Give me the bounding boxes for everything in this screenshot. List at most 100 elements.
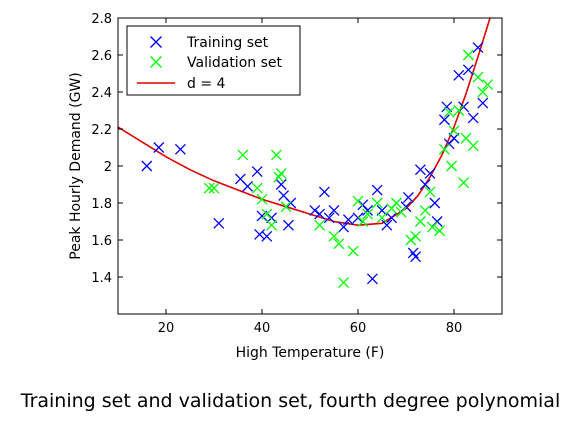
validation-point [458, 177, 470, 189]
validation-point [352, 195, 364, 207]
legend-entry-fit-label: d = 4 [187, 76, 226, 92]
validation-point [203, 182, 215, 194]
training-point [352, 212, 364, 224]
validation-point [362, 208, 374, 220]
training-point [381, 219, 393, 231]
validation-point [347, 245, 359, 257]
validation-point [357, 216, 369, 227]
legend-entry-validation-swatch [150, 56, 162, 68]
validation-point [462, 49, 474, 61]
validation-point [443, 106, 455, 118]
training-point [419, 179, 431, 190]
training-point [328, 204, 340, 216]
y-tick-label: 1.6 [91, 234, 112, 249]
training-point [467, 112, 479, 124]
validation-point [280, 201, 292, 213]
training-point [242, 180, 254, 192]
validation-point [482, 79, 494, 91]
validation-point [270, 149, 282, 161]
validation-point [467, 140, 479, 152]
validation-point [371, 197, 383, 209]
y-tick-label: 1.4 [91, 271, 112, 286]
validation-point [446, 160, 458, 172]
training-point [477, 97, 489, 109]
training-point [429, 197, 441, 209]
validation-point [414, 216, 426, 227]
y-axis-label: Peak Hourly Demand (GW) [68, 72, 84, 259]
validation-point [338, 277, 350, 289]
chart: 20 40 60 80 1.4 1.6 1.8 2 2.2 2.4 2.6 2.8 High Temp… [68, 12, 503, 361]
training-point [213, 217, 225, 229]
validation-point [376, 212, 388, 224]
training-point [472, 42, 484, 54]
training-point [386, 212, 398, 224]
training-point [174, 143, 186, 155]
training-point [410, 251, 422, 263]
validation-point [251, 182, 263, 194]
validation-point [438, 143, 450, 155]
validation-point [256, 193, 268, 205]
training-point [458, 101, 470, 113]
x-tick-label: 80 [446, 321, 463, 336]
x-tick-label: 20 [158, 321, 175, 336]
validation-point [333, 238, 345, 250]
legend-entry-validation-label: Validation set [187, 55, 282, 71]
validation-point [395, 206, 407, 218]
training-point [285, 197, 297, 209]
training-point [261, 230, 273, 242]
training-point [366, 273, 378, 285]
validation-point [426, 221, 438, 233]
training-point [275, 179, 287, 190]
validation-point [453, 105, 465, 116]
training-point [153, 142, 165, 153]
training-point [438, 114, 450, 126]
training-point [371, 184, 383, 196]
data-points-layer [141, 42, 494, 289]
validation-point [448, 125, 460, 137]
validation-point [477, 86, 489, 98]
x-tick-label: 60 [350, 321, 367, 336]
validation-point [424, 186, 436, 198]
training-point [251, 166, 263, 178]
validation-point [405, 234, 417, 246]
training-point [141, 160, 153, 172]
y-tick-label: 2 [104, 160, 112, 175]
training-point [314, 208, 326, 220]
legend: Training set Validation set d = 4 [126, 25, 301, 96]
y-tick-label: 2.8 [91, 12, 112, 27]
legend-entry-training-label: Training set [186, 35, 269, 51]
validation-point [314, 219, 326, 231]
training-point [282, 219, 294, 231]
validation-point [472, 71, 484, 83]
validation-point [261, 208, 273, 220]
x-tick-label: 40 [254, 321, 271, 336]
training-point [254, 228, 266, 240]
training-point [441, 101, 453, 113]
validation-point [237, 149, 249, 161]
y-tick-label: 2.2 [91, 123, 112, 138]
training-point [424, 167, 436, 179]
y-tick-label: 2.4 [91, 86, 112, 101]
y-tick-label: 2.6 [91, 49, 112, 64]
ticks-layer: 20 40 60 80 1.4 1.6 1.8 2 2.2 2.4 2.6 2.8 [91, 12, 502, 336]
validation-point [434, 225, 446, 237]
y-tick-label: 1.8 [91, 197, 112, 212]
legend-entry-training-swatch [150, 36, 162, 48]
validation-point [275, 167, 287, 179]
training-point [402, 191, 414, 203]
validation-point [390, 197, 402, 209]
training-point [462, 64, 474, 76]
figure-caption: Training set and validation set, fourth … [20, 390, 561, 412]
validation-point [266, 219, 278, 231]
validation-point [208, 182, 220, 194]
training-point [338, 221, 350, 233]
training-point [309, 204, 321, 216]
training-point [318, 186, 330, 198]
training-point [323, 212, 335, 224]
training-point [362, 204, 374, 216]
validation-point [328, 230, 340, 242]
training-point [414, 164, 426, 176]
training-point [342, 214, 354, 226]
validation-point [410, 230, 422, 242]
x-axis-label: High Temperature (F) [236, 345, 385, 361]
